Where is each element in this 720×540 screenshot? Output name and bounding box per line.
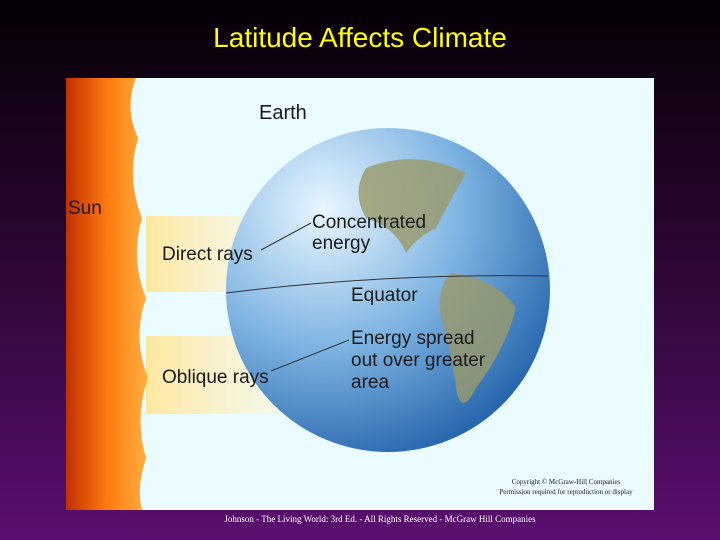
- north-america: [358, 159, 466, 253]
- copyright: Permission required for reproduction or …: [499, 488, 633, 496]
- slide-title: Latitude Affects Climate: [213, 22, 507, 53]
- pointer-line: [270, 339, 350, 372]
- spread-label: out over greater: [351, 350, 486, 371]
- equator-label: Equator: [351, 285, 418, 306]
- south-america: [439, 273, 516, 403]
- equator-line: [225, 275, 549, 294]
- concentrated-label: energy: [312, 233, 371, 254]
- footer: Johnson - The Living World: 3rd Ed. - Al…: [224, 514, 536, 524]
- figure: Earth Sun Direct rays Concentrated energ…: [66, 78, 654, 510]
- direct-rays-label: Direct rays: [162, 244, 253, 265]
- sun: [66, 78, 148, 510]
- pointer-line: [260, 222, 312, 251]
- spread-label: Energy spread: [351, 328, 475, 349]
- concentrated-label: Concentrated: [312, 212, 426, 233]
- earth-label: Earth: [259, 102, 307, 124]
- oblique-rays-label: Oblique rays: [162, 367, 269, 388]
- spread-label: area: [351, 372, 389, 393]
- copyright: Copyright © McGraw-Hill Companies: [512, 478, 621, 486]
- sun-label: Sun: [68, 198, 102, 219]
